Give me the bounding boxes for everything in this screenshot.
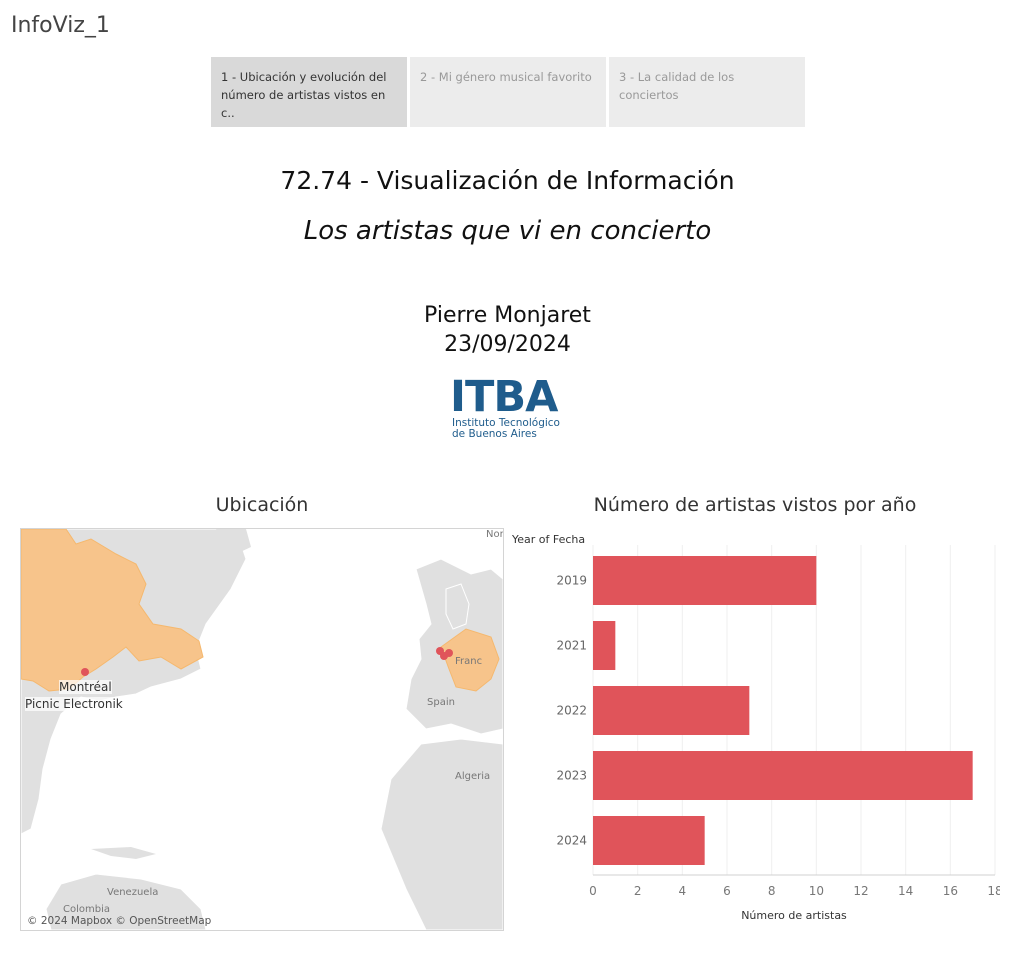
map-label-norway: Nor: [486, 529, 504, 540]
report-date: 23/09/2024: [444, 332, 571, 357]
bar-2024[interactable]: [593, 816, 705, 865]
logo-mark: ITBA: [450, 372, 558, 422]
greenland-land: [216, 529, 251, 554]
x-tick-label-8: 8: [768, 884, 776, 897]
bar-2022[interactable]: [593, 686, 750, 735]
uk-land: [445, 583, 470, 630]
x-tick-label-16: 16: [943, 884, 958, 897]
x-axis-label: Número de artistas: [741, 909, 847, 922]
tab-calidad[interactable]: 3 - La calidad de los conciertos: [609, 57, 805, 127]
x-tick-label-10: 10: [809, 884, 824, 897]
y-tick-label-2023: 2023: [556, 769, 587, 783]
map-label-algeria: Algeria: [455, 771, 491, 782]
dashboard-subtitle: Los artistas que vi en concierto: [303, 216, 712, 246]
x-tick-label-2: 2: [634, 884, 642, 897]
app-title: InfoViz_1: [11, 13, 110, 38]
map-label-venezuela: Venezuela: [107, 887, 159, 898]
y-tick-label-2019: 2019: [556, 574, 587, 588]
map-point-france-3[interactable]: [445, 649, 453, 657]
bar-2023[interactable]: [593, 751, 973, 800]
x-tick-label-12: 12: [853, 884, 868, 897]
bar-2021[interactable]: [593, 621, 616, 670]
map-attribution: © 2024 Mapbox © OpenStreetMap: [27, 915, 212, 927]
logo-line-1: Instituto Tecnológico: [452, 417, 560, 429]
y-tick-label-2024: 2024: [556, 834, 587, 848]
map-label-france: Franc: [455, 656, 483, 667]
map-point-montreal[interactable]: [81, 668, 89, 676]
x-tick-label-4: 4: [679, 884, 687, 897]
location-map[interactable]: Montréal Picnic Electronik Spain Algeria…: [20, 528, 504, 931]
map-label-spain: Spain: [427, 697, 455, 708]
south-america-land: [45, 873, 207, 930]
story-tabs: 1 - Ubicación y evolución del número de …: [211, 57, 808, 127]
logo-line-2: de Buenos Aires: [452, 428, 537, 440]
bar-2019[interactable]: [593, 556, 817, 605]
author-name: Pierre Monjaret: [424, 303, 591, 328]
x-tick-label-14: 14: [898, 884, 913, 897]
x-tick-label-18: 18: [987, 884, 1000, 897]
chart-title: Número de artistas vistos por año: [593, 494, 917, 516]
course-title: 72.74 - Visualización de Información: [280, 166, 735, 195]
y-tick-label-2022: 2022: [556, 704, 587, 718]
artists-per-year-chart: 2019 2021 2022 2023 2024 0 2 4 6 8 10 12 14 16 18: [556, 545, 1000, 897]
map-canvas[interactable]: [21, 529, 503, 930]
caribbean-islands: [91, 847, 156, 859]
africa-land: [380, 738, 503, 930]
map-place-label: Montréal: [59, 680, 112, 694]
map-label-colombia: Colombia: [63, 904, 110, 915]
x-tick-label-0: 0: [589, 884, 597, 897]
tab-ubicacion[interactable]: 1 - Ubicación y evolución del número de …: [211, 57, 407, 127]
france-highlight: [440, 628, 500, 692]
y-axis-header: Year of Fecha: [512, 533, 586, 546]
itba-logo: ITBA Instituto Tecnológico de Buenos Air…: [450, 376, 570, 448]
x-tick-label-6: 6: [723, 884, 731, 897]
tab-genero[interactable]: 2 - Mi género musical favorito: [410, 57, 606, 127]
map-event-label: Picnic Electronik: [25, 697, 123, 711]
map-title: Ubicación: [215, 494, 309, 516]
y-tick-label-2021: 2021: [556, 639, 587, 653]
